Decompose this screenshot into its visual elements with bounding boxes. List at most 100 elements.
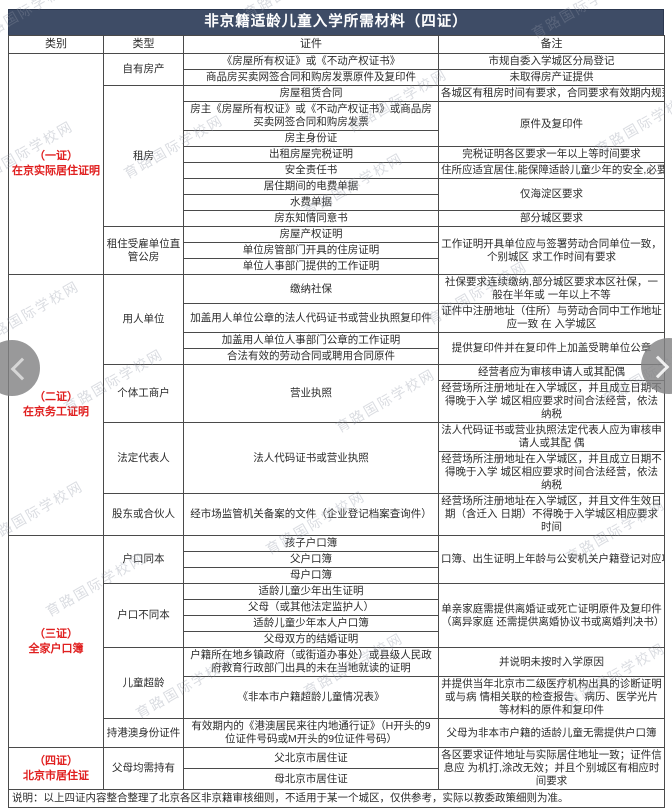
table-row: （四证） 北京市居住证 父母均需持有 父北京市居住证 各区要求证件地址与实际居住地址一… [8,747,665,790]
table-row: 居住期间的电费单据 仅海淀区要求 [9,178,665,211]
cell-remark: 经营场所注册地址在入学城区，并且成立日期不得晚于入学 城区相应要求时间合法经营，… [438,380,665,423]
cell-remark: 部分城区要求 [438,210,665,227]
footer-note: 说明：以上四证内容整合整理了北京各区非京籍审核细则，不适用于某一个城区，仅供参考… [8,789,665,808]
cell-document: 单位房管部门开具的住房证明 [183,242,439,259]
chevron-left-icon [10,357,34,381]
table-row: （三证） 全家户口簿 户口同本 孩子户口簿 口簿、出生证明上年龄与公安机关户籍登记对应… [8,535,665,748]
table-row: 个体工商户 营业执照 经营者应为审核申请人或其配偶 [9,364,665,423]
table-row: 持港澳身份证件 有效期内的《港澳居民来往内地通行证》（H开头的9 位证件号码或M开… [9,718,665,748]
cell-document: 单位人事部门提供的工作证明 [183,258,439,275]
table-body: （一证） 在京实际居住证明 自有房产 《房屋所有权证》或《不动产权证书》 市规自委入学… [8,53,665,790]
table-row: 母户口簿 [9,567,665,584]
cell-document: 商品房买卖网签合同和购房发票原件及复印件 [183,69,439,86]
cell-remark: 父母为非本市户籍的适龄儿童无需提供户口簿 [438,718,665,748]
cell-document: 合法有效的劳动合同或聘用合同原件 [183,348,439,365]
cell-document: 父户口簿 [183,551,439,568]
cell-remark: 各区要求证件地址与实际居住地址一致；证件信息应 为机打,涂改无效；并且个别城区有… [438,747,665,790]
cell-document: 户籍所在地乡镇政府（或街道办事处）或县级人民政 府教育行政部门出具的未在当地就读… [183,647,439,677]
cell-document: 父母双方的结婚证明 [183,631,439,648]
cell-document: 房屋租赁合同 [183,85,439,102]
cell-document: 父母（或其他法定监护人） [183,599,439,616]
column-header: 类别 [8,35,104,54]
cell-remark: 工作证明开具单位应与签署劳动合同单位一致，个别城区 求工作时间有要求 [438,226,665,275]
cell-remark: 原件及复印件 [438,101,665,147]
cell-document: 水费单据 [183,194,439,211]
table-row: （一证） 在京实际居住证明 自有房产 《房屋所有权证》或《不动产权证书》 市规自委入学… [8,53,665,275]
cell-remark: 法人代码证书或营业执照法定代表人应为审核申请人或其配 偶 [438,422,665,452]
cell-remark: 经营场所注册地址在入学城区，并且文件生效日期（含迁入 日期）不得晚于入学城区相应… [438,493,665,536]
footer-row: 说明：以上四证内容整合整理了北京各区非京籍审核细则，不适用于某一个城区，仅供参考… [8,789,665,808]
cell-remark: 证件中注册地址（住所）与劳动合同中工作地址应一致 在 入学城区 [438,303,665,333]
cell-document: 房主《房屋所有权证》或《不动产权证书》或商品房 买卖网签合同和购房发票 [183,101,439,131]
cell-document: 加盖用人单位公章的法人代码证书或营业执照复印件 [183,303,439,333]
cell-document: 安全责任书 [183,162,439,179]
header-row: 类别 类型 证件 备注 [8,35,665,54]
table-row: 加盖用人单位公章的法人代码证书或营业执照复印件 证件中注册地址（住所）与劳动合同中… [9,303,665,333]
table-row: 股东或合伙人 经市场监管机关备案的文件（企业登记档案查询件） 经营场所注册地址在入学… [9,493,665,536]
table-row: 户口不同本 适龄儿童少年出生证明 单亲家庭需提供离婚证或死亡证明原件及复印件（离异家… [9,583,665,648]
cell-remark: 仅海淀区要求 [438,178,665,211]
table-title: 非京籍适龄儿童入学所需材料（四证） [8,9,664,36]
table-row: 《非本市户籍超龄儿童情况表》 并提供当年北京市二级医疗机构出具的诊断证明或与病 情… [9,676,665,719]
cell-document: 孩子户口簿 [183,535,439,552]
cell-type: 儿童超龄 [103,647,184,719]
cell-document: 母户口簿 [183,567,439,584]
table-row: 父母双方的结婚证明 [9,631,665,648]
cell-document: 适龄儿童少年出生证明 [183,583,439,600]
cell-document: 《房屋所有权证》或《不动产权证书》 [183,53,439,70]
cell-document: 房东知情同意书 [183,210,439,227]
cell-category: （一证） 在京实际居住证明 [8,53,104,275]
cell-document: 适龄儿童少年本人户口簿 [183,615,439,632]
cell-type: 自有房产 [103,53,184,86]
cell-document: 营业执照 [183,364,439,423]
cell-type: 户口同本 [103,535,184,584]
cell-document: 出租房屋完税证明 [183,146,439,163]
table-header: 类别 类型 证件 备注 [8,35,665,54]
cell-type: 持港澳身份证件 [103,718,184,748]
cell-category: （三证） 全家户口簿 [8,535,104,748]
cell-remark: 并说明未按时入学原因 [438,647,665,677]
table-row: 法定代表人 法人代码证书或营业执照 法人代码证书或营业执照法定代表人应为审核申请人或… [9,422,665,494]
cell-type: 用人单位 [103,274,184,365]
cell-document: 法人代码证书或营业执照 [183,422,439,494]
cell-document: 缴纳社保 [183,274,439,304]
column-header: 备注 [438,35,665,54]
table-row: 房主身份证 [9,130,665,147]
table-row: 房东知情同意书 部分城区要求 [9,210,665,227]
table-row: 租住受雇单位直管公房 房屋产权证明 工作证明开具单位应与签署劳动合同单位一致，个别城… [9,226,665,275]
cell-type: 租房 [103,85,184,227]
table-row: 单位人事部门提供的工作证明 [9,258,665,275]
cell-remark: 各城区有租房时间有要求，合同要求有效期内规范合法 [438,85,665,102]
table-row: 合法有效的劳动合同或聘用合同原件 [9,348,665,365]
cell-type: 法定代表人 [103,422,184,494]
cell-remark: 提供复印件并在复印件上加盖受聘单位公章 [438,332,665,365]
chevron-right-icon [646,355,670,379]
cell-remark: 并提供当年北京市二级医疗机构出具的诊断证明或与病 情相关联的检查报告、病历、医学… [438,676,665,719]
table-row: 水费单据 [9,194,665,211]
cell-remark: 市规自委入学城区分局登记 [438,53,665,70]
cell-type: 股东或合伙人 [103,493,184,536]
cell-remark: 未取得房产证提供 [438,69,665,86]
cell-remark: 经营场所注册地址在入学城区，并且成立日期不得晚于入学 城区相应要求时间合法经营，… [438,451,665,494]
cell-document: 房主身份证 [183,130,439,147]
cell-category: （四证） 北京市居住证 [8,747,104,790]
cell-document: 母北京市居住证 [183,768,439,790]
table-row: 儿童超龄 户籍所在地乡镇政府（或街道办事处）或县级人民政 府教育行政部门出具的未在… [9,647,665,719]
table-row: 适龄儿童少年本人户口簿 [9,615,665,632]
cell-remark: 口簿、出生证明上年龄与公安机关户籍登记对应项目一致 [438,535,665,584]
materials-table: 类别 类型 证件 备注 （一证） 在京实际居住证明 自有房产 《房屋所有权证》或《不动产权… [8,35,665,808]
column-header: 类型 [103,35,184,54]
cell-document: 加盖用人单位人事部门公章的工作证明 [183,332,439,349]
cell-type: 父母均需持有 [103,747,184,790]
cell-document: 房屋产权证明 [183,226,439,243]
cell-type: 个体工商户 [103,364,184,423]
table-row: 出租房屋完税证明 完税证明各区要求一年以上等时间要求 [9,146,665,163]
cell-remark: 社保要求连续缴纳,部分城区要求本区社保，一般在半年或 一年以上不等 [438,274,665,304]
cell-category: （二证） 在京务工证明 [8,274,104,536]
cell-type: 户口不同本 [103,583,184,648]
table-row: 经营场所注册地址在入学城区，并且成立日期不得晚于入学 城区相应要求时间合法经营，… [9,380,665,423]
cell-document: 有效期内的《港澳居民来往内地通行证》（H开头的9 位证件号码或M开头的9位证件号… [183,718,439,748]
table-row: 父母（或其他法定监护人） [9,599,665,616]
